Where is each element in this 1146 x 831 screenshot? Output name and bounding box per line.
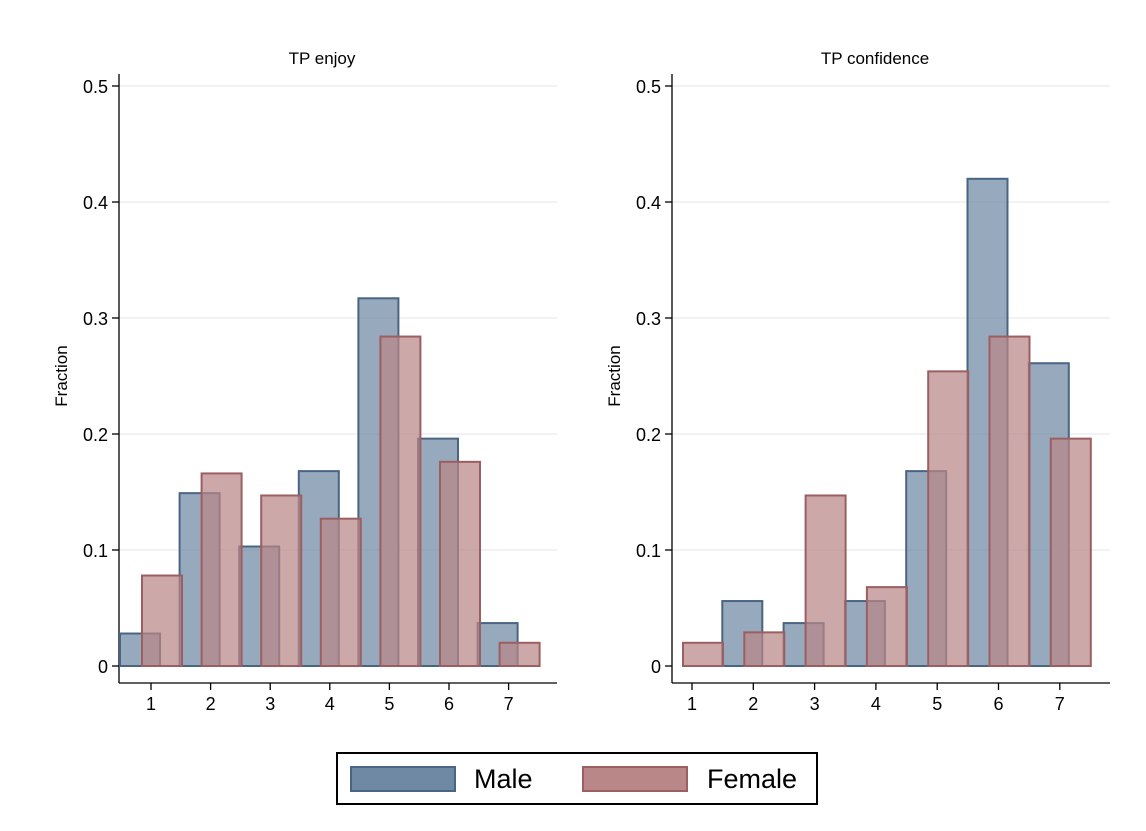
y-tick-label: 0.5 bbox=[636, 77, 661, 97]
y-tick-label: 0.4 bbox=[83, 193, 108, 213]
legend-label-male: Male bbox=[474, 764, 533, 794]
x-tick-label: 1 bbox=[146, 694, 156, 714]
x-tick-label: 5 bbox=[384, 694, 394, 714]
x-tick-label: 6 bbox=[444, 694, 454, 714]
x-tick-label: 5 bbox=[932, 694, 942, 714]
bar-female-1 bbox=[682, 641, 724, 667]
y-tick-label: 0.1 bbox=[83, 541, 108, 561]
x-tick-label: 3 bbox=[810, 694, 820, 714]
x-tick-label: 4 bbox=[871, 694, 881, 714]
bar-female-1 bbox=[141, 574, 183, 668]
legend: Male Female bbox=[336, 752, 818, 805]
x-tick-label: 7 bbox=[504, 694, 514, 714]
bar-female-5 bbox=[927, 370, 970, 667]
chart-title: TP enjoy bbox=[289, 49, 356, 68]
y-tick-label: 0 bbox=[98, 657, 108, 677]
y-tick-label: 0.5 bbox=[83, 77, 108, 97]
bar-female-6 bbox=[439, 460, 481, 667]
y-axis-label: Fraction bbox=[52, 345, 71, 406]
x-tick-label: 7 bbox=[1055, 694, 1065, 714]
bar-female-7 bbox=[498, 641, 541, 667]
y-tick-label: 0.4 bbox=[636, 193, 661, 213]
x-tick-label: 6 bbox=[993, 694, 1003, 714]
bar-female-4 bbox=[319, 517, 362, 667]
bar-female-6 bbox=[988, 335, 1031, 667]
legend-swatch-female bbox=[582, 766, 688, 792]
y-axis-label: Fraction bbox=[605, 345, 624, 406]
panel-tp-enjoy: TP enjoy 0 0.1 0.2 0.3 0.4 0.5 Fraction 1 2 3 4 5 6 7 bbox=[52, 49, 557, 714]
legend-label-female: Female bbox=[707, 764, 798, 794]
y-tick-label: 0.2 bbox=[636, 425, 661, 445]
y-tick-label: 0.1 bbox=[636, 541, 661, 561]
bar-female-4 bbox=[865, 586, 908, 667]
top-crop-band bbox=[0, 0, 1146, 18]
bar-female-3 bbox=[804, 494, 847, 668]
panel-tp-confidence: TP confidence 0 0.1 0.2 0.3 0.4 0.5 Fraction 1 2 3… bbox=[605, 49, 1110, 714]
y-tick-label: 0.3 bbox=[636, 309, 661, 329]
y-tick-label: 0 bbox=[651, 657, 661, 677]
y-tick-label: 0.2 bbox=[83, 425, 108, 445]
x-tick-label: 2 bbox=[206, 694, 216, 714]
chart-title: TP confidence bbox=[821, 49, 929, 68]
legend-swatch-male bbox=[350, 766, 456, 792]
y-tick-label: 0.3 bbox=[83, 309, 108, 329]
bar-female-7 bbox=[1049, 437, 1092, 668]
x-tick-label: 2 bbox=[748, 694, 758, 714]
bar-female-5 bbox=[379, 335, 422, 667]
bar-female-2 bbox=[200, 472, 243, 667]
bar-female-3 bbox=[260, 494, 303, 668]
x-tick-label: 1 bbox=[687, 694, 697, 714]
bar-female-2 bbox=[743, 631, 786, 667]
x-tick-label: 4 bbox=[325, 694, 335, 714]
x-tick-label: 3 bbox=[265, 694, 275, 714]
